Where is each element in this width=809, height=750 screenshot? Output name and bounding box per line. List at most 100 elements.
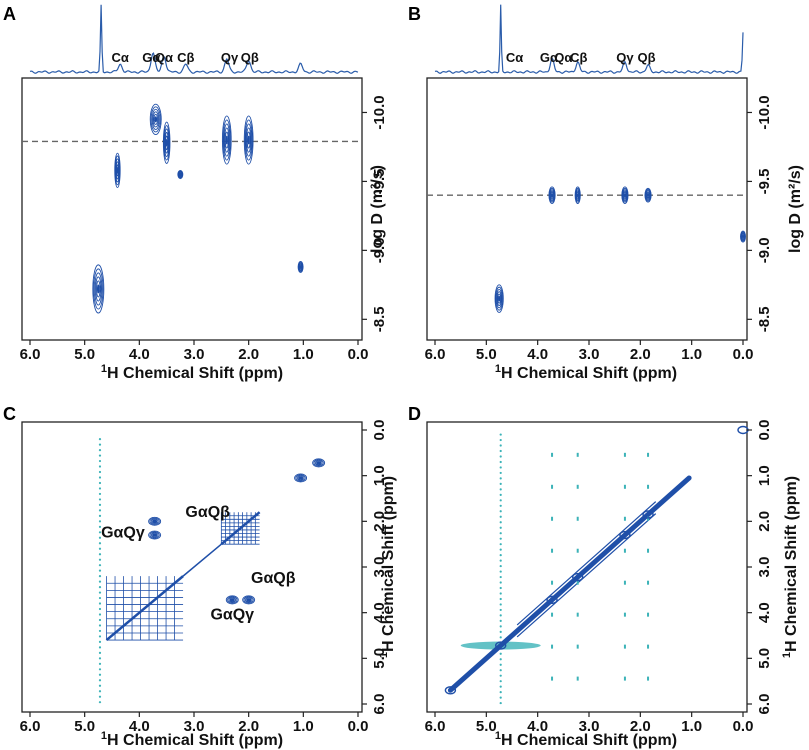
panel-d-contours: [444, 425, 749, 705]
panel-d-diagonal-ridge-edge: [516, 501, 657, 626]
panel-d-diagonal-peak: [546, 595, 558, 605]
panel-c-water-streak-point: [98, 514, 102, 517]
panel-d-diagonal-peak: [619, 530, 631, 540]
panel-c-y-tick-label: 6.0: [371, 694, 388, 715]
panel-c-contours: [98, 438, 326, 704]
panel-d-water-streak-point: [499, 548, 502, 551]
panel-c-x-tick-label: 2.0: [238, 718, 259, 735]
panel-a-x-tick-label: 0.0: [348, 346, 369, 363]
panel-label-a: A: [3, 4, 16, 24]
panel-c-cross-peak: [152, 533, 158, 537]
panel-a-x-tick-label: 1.0: [293, 346, 314, 363]
panel-d-water-streak-point: [499, 592, 502, 595]
panel-b-contour-peak: [646, 191, 650, 200]
panel-c-cross-peak: [312, 458, 326, 468]
panel-a-contour-peak: [245, 123, 253, 157]
panel-a-contour-peak: [150, 106, 161, 133]
panel-a-contour-peak: [149, 103, 162, 136]
panel-c-y-tick-label: 2.0: [371, 511, 388, 532]
panel-c-water-streak-point: [98, 662, 102, 665]
panel-b-contour-peak: [646, 192, 650, 198]
panel-b-contour-peak: [550, 191, 554, 199]
panel-d-water-streak-point: [499, 636, 502, 639]
panel-c-cross-peak: [296, 475, 305, 481]
panel-a-contour-peak: [244, 119, 253, 161]
panel-c-water-streak-point: [98, 481, 102, 485]
panel-a-plot-frame: [21, 77, 363, 341]
panel-d-x-tick-label: 3.0: [579, 718, 600, 735]
panel-a-contours: [92, 103, 304, 314]
panel-b-contour-peak: [623, 193, 626, 198]
panel-d-water-streak-point: [499, 537, 502, 540]
panel-b-1d-spectrum: [434, 4, 744, 74]
panel-c-cross-peak: [152, 519, 158, 524]
panel-a-x-tick-label: 6.0: [20, 346, 41, 363]
panel-d-cross-peak-dot: [647, 516, 650, 521]
panel-c-x-tick-label: 4.0: [129, 718, 150, 735]
panel-d-cross-peak-dot: [576, 612, 579, 617]
panel-d-water-streak-point: [499, 433, 502, 436]
panel-a-peak-label: Cα: [112, 50, 129, 65]
panel-c-water-streak-point: [98, 509, 102, 512]
panel-a-peak-label: Gα: [142, 50, 160, 65]
panel-b-contour-peak: [576, 191, 580, 199]
panel-c-cross-peak-label: GαQγ: [101, 524, 145, 541]
panel-c-y-tick-label: 1.0: [371, 465, 388, 486]
panel-c-water-streak-point: [98, 492, 102, 496]
panel-d-water-streak-point: [499, 663, 502, 666]
panel-c-water-streak-point: [98, 575, 102, 578]
panel-b-x-tick-label: 2.0: [630, 346, 651, 363]
panel-c-water-streak-point: [98, 542, 102, 545]
panel-d-water-streak-point: [499, 619, 502, 622]
panel-c-x-tick-label: 6.0: [20, 718, 41, 735]
panel-a-peak-label: Qβ: [241, 50, 259, 65]
panel-d-water-streak-point: [499, 597, 502, 601]
panel-d-x-tick-label: 2.0: [630, 718, 651, 735]
panel-d-cross-peak-dot: [623, 516, 626, 521]
panel-d-cross-peak-dot: [623, 452, 626, 457]
panel-c-cross-peak: [242, 595, 256, 605]
panel-d-cross-peak-dot: [647, 484, 650, 489]
panel-d-y-axis-title: 1H Chemical Shift (ppm): [781, 476, 800, 658]
panel-a-contour-peak: [299, 265, 302, 269]
panel-d-water-streak-point: [499, 658, 502, 661]
panel-a-contour-peak: [114, 155, 121, 186]
panel-d-cross-peak-dot: [623, 676, 626, 681]
panel-c-2d-spectrum: GαQγ GαQβ GαQβ GαQγ 6.0 5.0 4.0 3.0 2.0 1.0 0.0 0…: [20, 420, 397, 749]
panel-b-contour-peak: [623, 191, 627, 199]
panel-b-y-tick-label: -8.5: [756, 306, 773, 332]
panel-c-water-streak-point: [98, 553, 102, 556]
panel-c-water-streak-point: [98, 591, 102, 594]
panel-d-cross-peak-dot: [551, 452, 554, 457]
panel-d-diagonal-peak: [495, 641, 507, 650]
panel-c-cross-peak: [150, 532, 159, 538]
panel-d-cross-peak-dot: [647, 548, 650, 553]
panel-c-y-tick-label: 4.0: [371, 602, 388, 623]
panel-d-water-streak-point: [499, 444, 502, 447]
panel-c-x-axis-title: 1H Chemical Shift (ppm): [101, 730, 283, 749]
panel-b-x-tick-label: 1.0: [681, 346, 702, 363]
panel-d-water-streak-point: [499, 471, 502, 475]
panel-c-water-streak-point: [98, 531, 102, 534]
panel-a-contour-peak: [164, 128, 170, 158]
panel-d-water-streak-point: [499, 559, 502, 562]
panel-b-contour-peak: [644, 187, 652, 203]
panel-d-cross-peak-dot: [551, 612, 554, 617]
panel-b-contour-peak: [574, 186, 581, 204]
panel-d-water-streak-point: [499, 575, 502, 579]
panel-d-cross-peak-dot: [647, 580, 650, 585]
panel-c-water-streak-point: [98, 684, 102, 687]
panel-d-cross-peak-dot: [551, 548, 554, 553]
panel-b-contour-peak: [494, 284, 504, 313]
panel-d-cross-peak-dot: [647, 612, 650, 617]
panel-c-water-streak-point: [98, 596, 102, 600]
panel-a-contour-peak: [92, 264, 105, 314]
panel-c-water-streak-point: [98, 476, 102, 479]
panel-b-contour-peak: [548, 186, 556, 204]
panel-c-cross-peak: [149, 531, 160, 539]
panel-d-y-tick-label: 3.0: [756, 557, 773, 578]
panel-b-contour-peak: [644, 189, 652, 202]
panel-label-b: B: [408, 4, 421, 24]
panel-d-cross-peak-dot: [551, 676, 554, 681]
panel-d-y-tick-label: 1.0: [756, 465, 773, 486]
